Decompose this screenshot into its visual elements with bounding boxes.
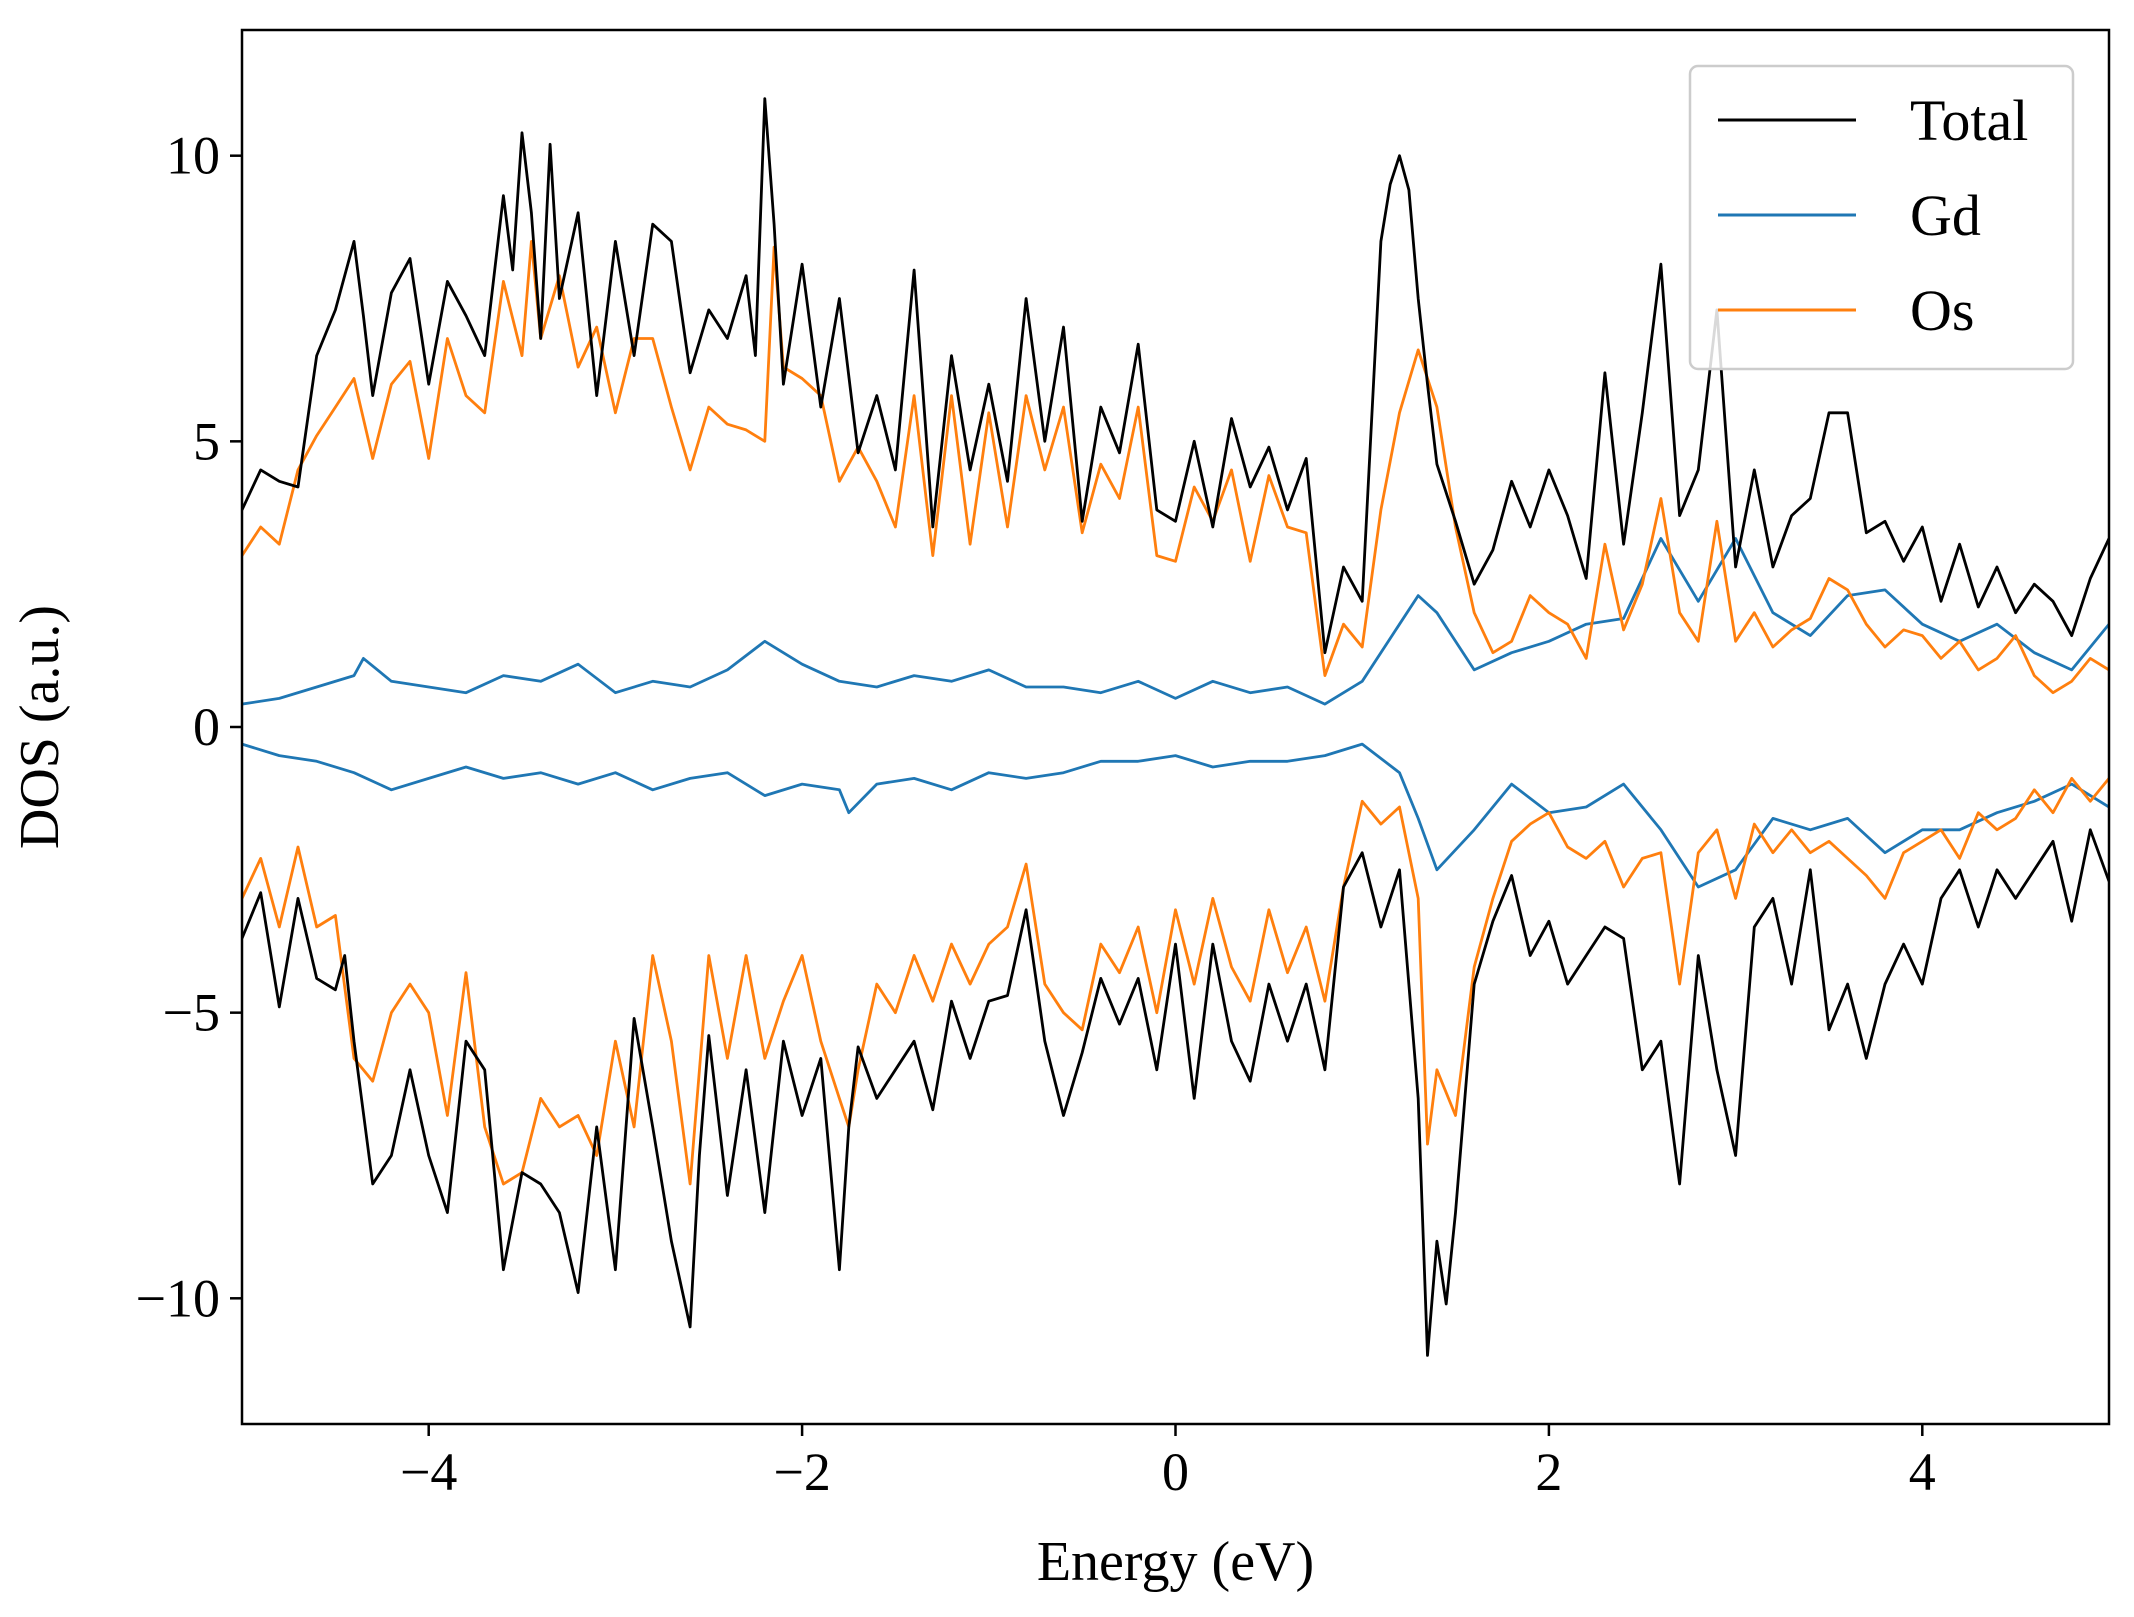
x-axis-ticks: −4 −2 0 2 4 xyxy=(400,1424,1936,1502)
legend-label-total: Total xyxy=(1910,88,2028,153)
legend-label-os: Os xyxy=(1910,278,1974,343)
series-line-gd-up xyxy=(242,537,2109,706)
y-tick-label: −5 xyxy=(163,983,220,1043)
legend: Total Gd Os xyxy=(1688,64,2075,371)
x-tick-label: −2 xyxy=(773,1442,830,1502)
y-tick-label: −10 xyxy=(136,1268,220,1328)
series-line-os-down xyxy=(242,777,2109,1186)
x-tick-label: 4 xyxy=(1909,1442,1936,1502)
x-tick-label: −4 xyxy=(400,1442,457,1502)
legend-label-gd: Gd xyxy=(1910,183,1981,248)
y-tick-label: 0 xyxy=(193,697,220,757)
y-tick-label: 10 xyxy=(166,126,220,186)
y-tick-label: 5 xyxy=(193,411,220,471)
series-line-total-down xyxy=(242,828,2109,1357)
series-line-gd-down xyxy=(242,742,2109,889)
x-tick-label: 0 xyxy=(1162,1442,1189,1502)
legend-frame xyxy=(1688,64,2075,371)
x-tick-label: 2 xyxy=(1535,1442,1562,1502)
y-axis-ticks: −10 −5 0 5 10 xyxy=(136,126,242,1328)
series-line-total-up xyxy=(242,97,2109,655)
y-axis-label: DOS (a.u.) xyxy=(9,605,71,849)
x-axis-label: Energy (eV) xyxy=(1037,1531,1314,1593)
series-layer xyxy=(242,97,2109,1357)
